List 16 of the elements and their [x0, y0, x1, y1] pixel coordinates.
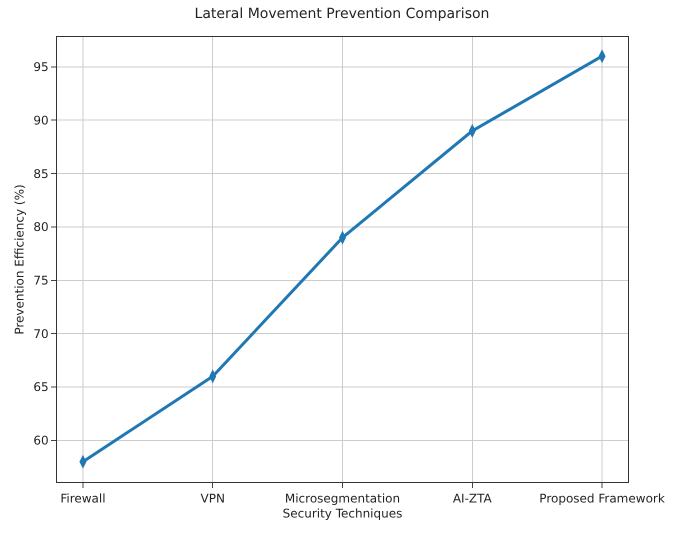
chart-title: Lateral Movement Prevention Comparison	[194, 6, 490, 22]
y-tick-label: 70	[33, 326, 49, 341]
x-tick-label: VPN	[200, 491, 225, 506]
y-tick-label: 90	[33, 113, 49, 128]
y-tick-label: 80	[33, 220, 49, 234]
x-axis-title: Security Techniques	[282, 506, 402, 520]
y-tick-label: 95	[33, 60, 49, 74]
y-tick-label: 75	[33, 274, 49, 288]
y-tick-label: 65	[33, 380, 49, 394]
x-tick-label: AI-ZTA	[452, 491, 493, 506]
x-tick-label: Microsegmentation	[284, 491, 400, 506]
y-tick-label: 60	[33, 434, 49, 448]
y-tick-label: 85	[33, 166, 49, 181]
x-tick-label: Firewall	[60, 491, 106, 506]
y-axis-title: Prevention Efficiency (%)	[12, 184, 27, 335]
x-tick-label: Proposed Framework	[539, 491, 665, 506]
